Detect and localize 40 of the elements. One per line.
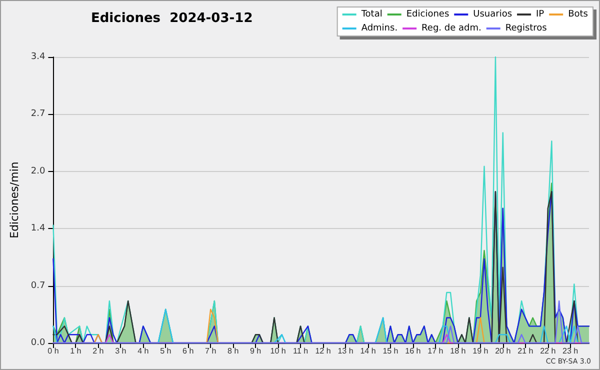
legend-label: Usuarios: [473, 10, 512, 20]
x-tick-label: 4 h: [138, 346, 149, 356]
x-tick-label: 11 h: [293, 346, 308, 356]
x-tick-label: 2 h: [92, 346, 104, 356]
x-tick-label: 9 h: [250, 346, 262, 356]
x-tick-label: 15 h: [382, 346, 398, 356]
legend-label: Ediciones: [406, 10, 450, 20]
legend-label: IP: [536, 10, 545, 20]
x-tick-label: 0 h: [48, 346, 59, 356]
x-tick-label: 8 h: [228, 346, 239, 356]
x-tick-label: 1 h: [70, 346, 82, 356]
chart-title: Ediciones 2024-03-12: [91, 11, 253, 26]
x-tick-label: 6 h: [182, 346, 194, 356]
x-tick-label: 14 h: [360, 346, 376, 356]
x-tick-label: 16 h: [405, 346, 421, 356]
x-tick-label: 7 h: [205, 346, 216, 356]
y-tick-label: 0.7: [30, 280, 46, 291]
legend-label: Bots: [568, 10, 588, 20]
x-tick-label: 22 h: [540, 346, 556, 356]
x-tick-label: 23 h: [562, 346, 578, 356]
legend-label: Reg. de adm.: [422, 24, 482, 34]
y-tick-label: 0.0: [30, 338, 46, 348]
x-tick-label: 20 h: [495, 346, 511, 356]
x-tick-label: 19 h: [472, 346, 488, 356]
legend-label: Admins.: [361, 24, 398, 34]
x-tick-label: 13 h: [338, 346, 354, 356]
x-tick-label: 21 h: [518, 346, 534, 356]
y-axis-title: Ediciones/min: [8, 162, 21, 238]
y-tick-label: 2.0: [30, 166, 46, 176]
legend-label: Total: [360, 10, 382, 20]
x-tick-label: 17 h: [428, 346, 444, 356]
x-tick-label: 12 h: [315, 346, 331, 356]
y-tick-label: 1.4: [30, 224, 46, 234]
x-tick-label: 18 h: [450, 346, 466, 356]
y-tick-label: 3.4: [30, 52, 46, 62]
legend-label: Registros: [505, 24, 548, 34]
x-tick-label: 5 h: [160, 346, 172, 356]
x-tick-label: 3 h: [115, 346, 126, 356]
x-tick-label: 10 h: [270, 346, 286, 356]
y-tick-label: 2.7: [30, 109, 46, 120]
